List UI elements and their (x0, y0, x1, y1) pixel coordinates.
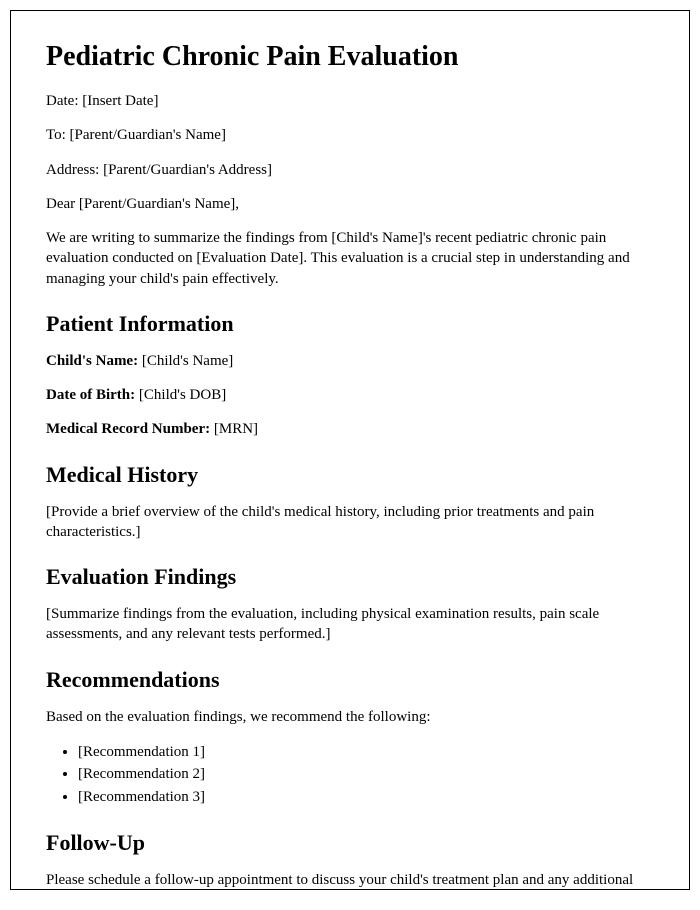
follow-up-heading: Follow-Up (46, 830, 654, 856)
mrn-value: [MRN] (214, 421, 258, 437)
to-line: To: [Parent/Guardian's Name] (46, 125, 654, 145)
mrn-line: Medical Record Number: [MRN] (46, 419, 654, 439)
document-title: Pediatric Chronic Pain Evaluation (46, 41, 654, 73)
mrn-label: Medical Record Number: (46, 421, 214, 437)
recommendation-item: [Recommendation 1] (78, 741, 654, 764)
evaluation-findings-heading: Evaluation Findings (46, 564, 654, 590)
medical-history-heading: Medical History (46, 462, 654, 488)
recommendations-heading: Recommendations (46, 667, 654, 693)
date-label: Date: (46, 93, 82, 109)
recommendations-list: [Recommendation 1] [Recommendation 2] [R… (78, 741, 654, 809)
intro-paragraph: We are writing to summarize the findings… (46, 228, 654, 289)
recommendation-item: [Recommendation 2] (78, 763, 654, 786)
dob-label: Date of Birth: (46, 387, 139, 403)
salutation: Dear [Parent/Guardian's Name], (46, 194, 654, 214)
to-value: [Parent/Guardian's Name] (70, 127, 226, 143)
child-name-line: Child's Name: [Child's Name] (46, 351, 654, 371)
date-line: Date: [Insert Date] (46, 91, 654, 111)
child-name-label: Child's Name: (46, 353, 142, 369)
recommendation-item: [Recommendation 3] (78, 786, 654, 809)
address-label: Address: (46, 162, 103, 178)
address-value: [Parent/Guardian's Address] (103, 162, 272, 178)
document-page: Pediatric Chronic Pain Evaluation Date: … (10, 10, 690, 890)
evaluation-findings-body: [Summarize findings from the evaluation,… (46, 604, 654, 645)
dob-line: Date of Birth: [Child's DOB] (46, 385, 654, 405)
to-label: To: (46, 127, 70, 143)
address-line: Address: [Parent/Guardian's Address] (46, 160, 654, 180)
dob-value: [Child's DOB] (139, 387, 226, 403)
recommendations-intro: Based on the evaluation findings, we rec… (46, 707, 654, 727)
medical-history-body: [Provide a brief overview of the child's… (46, 502, 654, 543)
follow-up-body: Please schedule a follow-up appointment … (46, 870, 654, 890)
date-value: [Insert Date] (82, 93, 158, 109)
child-name-value: [Child's Name] (142, 353, 233, 369)
patient-info-heading: Patient Information (46, 311, 654, 337)
